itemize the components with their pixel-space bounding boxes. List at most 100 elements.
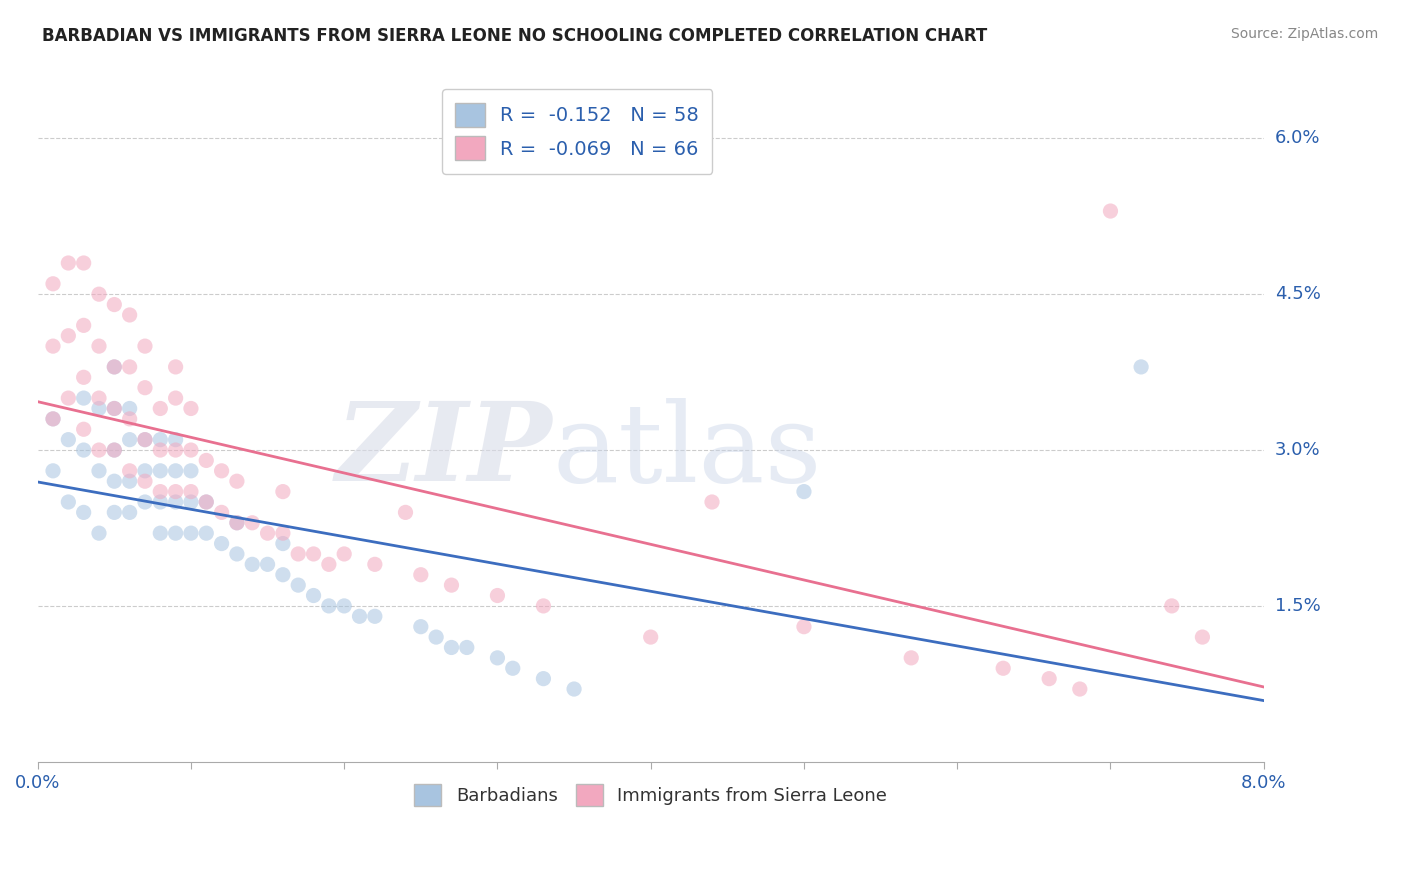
Point — [287, 547, 309, 561]
Point — [256, 526, 278, 541]
Point — [180, 401, 202, 416]
Point — [103, 297, 125, 311]
Point — [134, 381, 156, 395]
Point — [486, 589, 509, 603]
Point — [226, 516, 249, 530]
Point — [562, 681, 585, 696]
Point — [103, 443, 125, 458]
Point — [118, 412, 141, 426]
Point — [149, 443, 172, 458]
Point — [165, 433, 187, 447]
Point — [134, 464, 156, 478]
Point — [211, 464, 233, 478]
Point — [58, 256, 80, 270]
Text: ZIP: ZIP — [336, 397, 553, 505]
Point — [118, 433, 141, 447]
Point — [165, 484, 187, 499]
Point — [134, 433, 156, 447]
Point — [409, 567, 432, 582]
Point — [134, 474, 156, 488]
Point — [87, 526, 110, 541]
Point — [73, 391, 96, 405]
Point — [793, 484, 815, 499]
Point — [486, 651, 509, 665]
Point — [103, 359, 125, 374]
Point — [364, 558, 387, 572]
Point — [409, 620, 432, 634]
Point — [271, 484, 294, 499]
Point — [58, 328, 80, 343]
Point — [333, 547, 356, 561]
Point — [134, 433, 156, 447]
Point — [165, 443, 187, 458]
Point — [240, 516, 263, 530]
Point — [1038, 672, 1060, 686]
Point — [1069, 681, 1091, 696]
Point — [533, 599, 555, 613]
Point — [211, 505, 233, 519]
Point — [211, 536, 233, 550]
Point — [180, 443, 202, 458]
Text: 1.5%: 1.5% — [1275, 597, 1320, 615]
Point — [180, 495, 202, 509]
Point — [533, 672, 555, 686]
Text: atlas: atlas — [553, 398, 823, 505]
Point — [103, 401, 125, 416]
Point — [226, 547, 249, 561]
Text: 6.0%: 6.0% — [1275, 129, 1320, 147]
Point — [149, 433, 172, 447]
Point — [240, 558, 263, 572]
Point — [349, 609, 371, 624]
Point — [73, 256, 96, 270]
Point — [118, 359, 141, 374]
Point — [195, 495, 218, 509]
Point — [364, 609, 387, 624]
Point — [640, 630, 662, 644]
Point — [700, 495, 723, 509]
Point — [180, 464, 202, 478]
Point — [58, 495, 80, 509]
Point — [87, 464, 110, 478]
Point — [456, 640, 478, 655]
Point — [73, 318, 96, 333]
Point — [1160, 599, 1182, 613]
Point — [103, 443, 125, 458]
Text: 4.5%: 4.5% — [1275, 285, 1320, 303]
Point — [103, 401, 125, 416]
Text: 3.0%: 3.0% — [1275, 441, 1320, 459]
Point — [73, 422, 96, 436]
Legend: Barbadians, Immigrants from Sierra Leone: Barbadians, Immigrants from Sierra Leone — [408, 777, 894, 814]
Point — [180, 526, 202, 541]
Point — [394, 505, 416, 519]
Point — [103, 474, 125, 488]
Point — [42, 412, 65, 426]
Point — [333, 599, 356, 613]
Point — [165, 359, 187, 374]
Point — [195, 453, 218, 467]
Point — [793, 620, 815, 634]
Point — [318, 599, 340, 613]
Point — [180, 484, 202, 499]
Point — [103, 359, 125, 374]
Point — [87, 443, 110, 458]
Point — [993, 661, 1015, 675]
Point — [149, 495, 172, 509]
Point — [271, 567, 294, 582]
Point — [118, 464, 141, 478]
Point — [73, 505, 96, 519]
Point — [118, 308, 141, 322]
Point — [134, 339, 156, 353]
Point — [58, 433, 80, 447]
Point — [42, 412, 65, 426]
Text: Source: ZipAtlas.com: Source: ZipAtlas.com — [1230, 27, 1378, 41]
Point — [165, 464, 187, 478]
Point — [87, 391, 110, 405]
Point — [42, 464, 65, 478]
Point — [226, 474, 249, 488]
Point — [73, 443, 96, 458]
Point — [87, 401, 110, 416]
Point — [149, 526, 172, 541]
Point — [103, 505, 125, 519]
Point — [165, 495, 187, 509]
Point — [318, 558, 340, 572]
